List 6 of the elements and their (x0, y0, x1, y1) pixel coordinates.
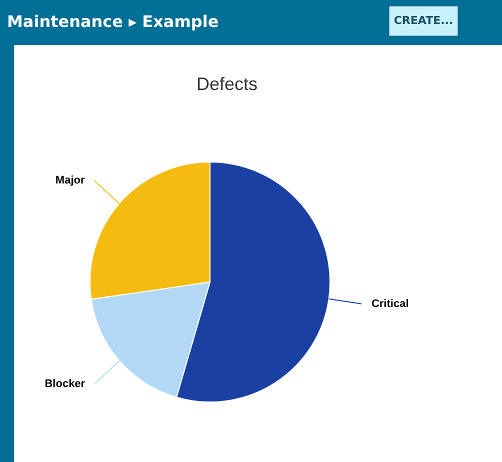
slice-label: Critical (371, 298, 409, 310)
slice-label: Major (55, 174, 86, 187)
text: CREATE... (394, 14, 454, 27)
text: Maintenance ▸ Example (7, 12, 219, 31)
slice-label: Blocker (44, 378, 86, 390)
chart-title: Defects (196, 74, 258, 94)
